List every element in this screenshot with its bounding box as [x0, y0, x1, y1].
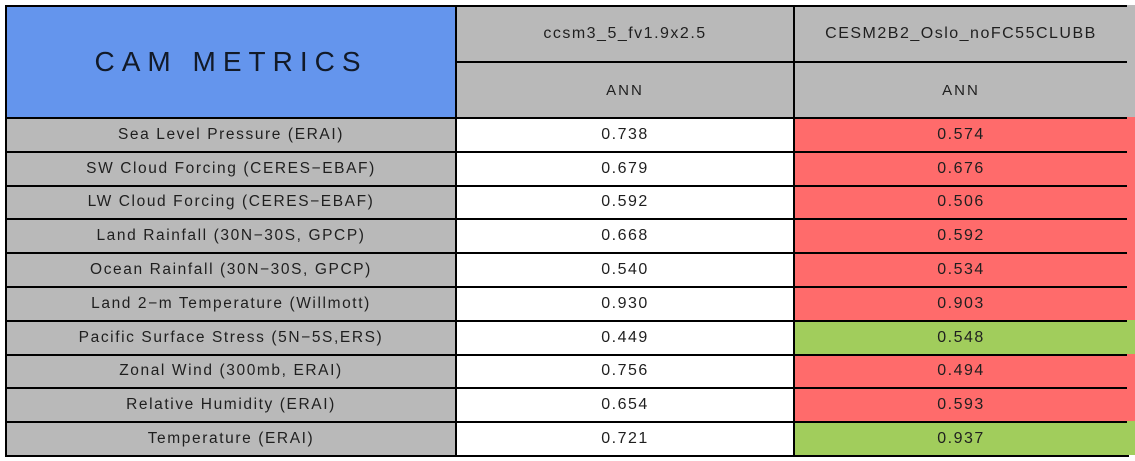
- table-row: Temperature (ERAI) 0.721 0.937: [5, 421, 1129, 457]
- metric-label: Pacific Surface Stress (5N−5S,ERS): [5, 319, 457, 356]
- cam-metrics-table: CAM METRICS ccsm3_5_fv1.9x2.5 CESM2B2_Os…: [5, 5, 1129, 457]
- ccsm3-5-value: 0.721: [455, 421, 795, 457]
- metric-label: Relative Humidity (ERAI): [5, 387, 457, 424]
- ccsm3-5-value: 0.449: [455, 319, 795, 356]
- table-row: Land Rainfall (30N−30S, GPCP) 0.668 0.59…: [5, 218, 1129, 255]
- ccsm3-5-value: 0.592: [455, 184, 795, 221]
- table-row: Ocean Rainfall (30N−30S, GPCP) 0.540 0.5…: [5, 252, 1129, 288]
- model-header-row: CAM METRICS ccsm3_5_fv1.9x2.5 CESM2B2_Os…: [5, 5, 1129, 119]
- bleed-segment: [1127, 285, 1135, 320]
- bleed-segment: [1127, 387, 1135, 422]
- bleed-segment: [1127, 252, 1135, 286]
- cesm2b2-value: 0.534: [793, 252, 1129, 288]
- cesm2b2-value: 0.592: [793, 218, 1129, 255]
- table-row: Relative Humidity (ERAI) 0.654 0.593: [5, 387, 1129, 424]
- cesm2b2-value: 0.506: [793, 184, 1129, 221]
- cesm2b2-value: 0.574: [793, 117, 1129, 153]
- table-row: SW Cloud Forcing (CERES−EBAF) 0.679 0.67…: [5, 150, 1129, 187]
- bleed-segment-header: [1127, 5, 1135, 117]
- ccsm3-5-value: 0.738: [455, 117, 795, 153]
- cesm2b2-value: 0.937: [793, 421, 1129, 457]
- table-row: Sea Level Pressure (ERAI) 0.738 0.574: [5, 117, 1129, 153]
- metric-label: Land 2−m Temperature (Willmott): [5, 285, 457, 322]
- season-header-cesm2b2-oslo: ANN: [793, 61, 1129, 119]
- column-header-ccsm3-5: ccsm3_5_fv1.9x2.5: [455, 5, 795, 63]
- metric-label: Ocean Rainfall (30N−30S, GPCP): [5, 252, 457, 288]
- ccsm3-5-value: 0.540: [455, 252, 795, 288]
- metric-label: Land Rainfall (30N−30S, GPCP): [5, 218, 457, 255]
- metric-label: Sea Level Pressure (ERAI): [5, 117, 457, 153]
- table-row: Land 2−m Temperature (Willmott) 0.930 0.…: [5, 285, 1129, 322]
- table-row: Zonal Wind (300mb, ERAI) 0.756 0.494: [5, 353, 1129, 390]
- table-row: LW Cloud Forcing (CERES−EBAF) 0.592 0.50…: [5, 184, 1129, 221]
- cesm2b2-value: 0.903: [793, 285, 1129, 322]
- metric-label: Zonal Wind (300mb, ERAI): [5, 353, 457, 390]
- bleed-segment: [1127, 319, 1135, 354]
- ccsm3-5-value: 0.668: [455, 218, 795, 255]
- season-header-ccsm3-5: ANN: [455, 61, 795, 119]
- cesm2b2-value: 0.494: [793, 353, 1129, 390]
- table-title: CAM METRICS: [5, 5, 457, 119]
- column-header-cesm2b2-oslo: CESM2B2_Oslo_noFC55CLUBB: [793, 5, 1129, 63]
- ccsm3-5-value: 0.679: [455, 150, 795, 187]
- table-row: Pacific Surface Stress (5N−5S,ERS) 0.449…: [5, 319, 1129, 356]
- metric-label: Temperature (ERAI): [5, 421, 457, 457]
- bleed-segment: [1127, 421, 1135, 455]
- right-edge-color-bleed: [1127, 5, 1135, 455]
- metric-label: LW Cloud Forcing (CERES−EBAF): [5, 184, 457, 221]
- metric-label: SW Cloud Forcing (CERES−EBAF): [5, 150, 457, 187]
- bleed-segment: [1127, 117, 1135, 151]
- ccsm3-5-value: 0.756: [455, 353, 795, 390]
- bleed-segment: [1127, 150, 1135, 185]
- cesm2b2-value: 0.548: [793, 319, 1129, 356]
- cesm2b2-value: 0.593: [793, 387, 1129, 424]
- cesm2b2-value: 0.676: [793, 150, 1129, 187]
- ccsm3-5-value: 0.654: [455, 387, 795, 424]
- bleed-segment: [1127, 353, 1135, 388]
- ccsm3-5-value: 0.930: [455, 285, 795, 322]
- bleed-segment: [1127, 218, 1135, 253]
- bleed-segment: [1127, 184, 1135, 219]
